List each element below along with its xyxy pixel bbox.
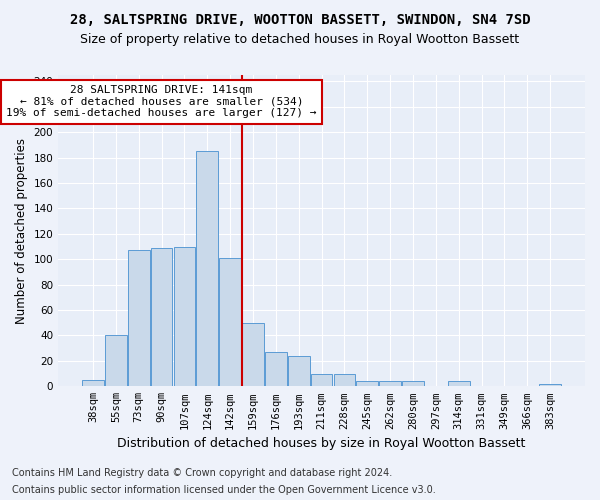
Text: Contains public sector information licensed under the Open Government Licence v3: Contains public sector information licen… (12, 485, 436, 495)
Bar (219, 258, 241, 386)
Bar (173, 246, 195, 386)
Bar (196, 151, 218, 386)
Bar (82, 380, 104, 386)
Text: 28 SALTSPRING DRIVE: 141sqm
← 81% of detached houses are smaller (534)
19% of se: 28 SALTSPRING DRIVE: 141sqm ← 81% of det… (7, 85, 317, 118)
Text: 28, SALTSPRING DRIVE, WOOTTON BASSETT, SWINDON, SN4 7SD: 28, SALTSPRING DRIVE, WOOTTON BASSETT, S… (70, 12, 530, 26)
Bar (242, 323, 264, 386)
Bar (128, 250, 149, 386)
Bar (288, 356, 310, 386)
Bar (379, 381, 401, 386)
Bar (334, 374, 355, 386)
Bar (265, 352, 287, 386)
Text: Contains HM Land Registry data © Crown copyright and database right 2024.: Contains HM Land Registry data © Crown c… (12, 468, 392, 477)
Bar (402, 381, 424, 386)
Bar (105, 336, 127, 386)
Bar (448, 381, 470, 386)
Bar (311, 374, 332, 386)
Bar (539, 384, 561, 386)
X-axis label: Distribution of detached houses by size in Royal Wootton Bassett: Distribution of detached houses by size … (118, 437, 526, 450)
Bar (356, 381, 378, 386)
Text: Size of property relative to detached houses in Royal Wootton Bassett: Size of property relative to detached ho… (80, 32, 520, 46)
Y-axis label: Number of detached properties: Number of detached properties (15, 138, 28, 324)
Bar (151, 248, 172, 386)
